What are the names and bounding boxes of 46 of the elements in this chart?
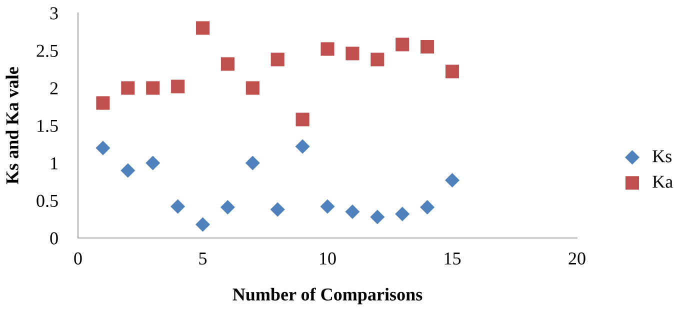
point (220, 57, 234, 71)
point (171, 80, 185, 94)
x-tick-label: 0 (74, 252, 82, 265)
point (346, 46, 360, 60)
point (345, 204, 360, 220)
point (396, 38, 410, 52)
point (370, 52, 384, 66)
point (420, 200, 435, 215)
point (420, 40, 434, 54)
x-tick-label: 20 (568, 252, 586, 265)
point (170, 199, 186, 214)
point (96, 140, 110, 156)
x-axis-title: Number of Comparisons (232, 288, 422, 304)
point (146, 156, 160, 170)
y-tick-label: 0.5 (36, 194, 58, 208)
point (146, 81, 160, 95)
y-tick-label: 2.5 (36, 44, 58, 58)
point (395, 206, 410, 222)
point (370, 210, 385, 224)
y-tick-label: 1.5 (38, 120, 58, 132)
point (196, 21, 210, 35)
legend-label: Ka (652, 176, 673, 188)
point (120, 163, 136, 178)
point (320, 199, 335, 214)
point (245, 156, 260, 170)
y-axis-title: Ks and Ka vale (6, 67, 18, 184)
point (270, 202, 285, 217)
y-tick-label: 3 (50, 7, 58, 20)
x-tick-label: 10 (320, 252, 336, 265)
point (121, 81, 135, 95)
point (220, 200, 235, 215)
point (246, 81, 260, 95)
point (295, 139, 310, 154)
point (444, 172, 460, 188)
y-tick-label: 0 (50, 232, 58, 244)
legend-label: Ks (652, 150, 672, 162)
point (96, 96, 110, 110)
point (320, 42, 334, 56)
y-tick-label: 1 (51, 157, 58, 170)
y-tick-label: 2 (50, 82, 58, 94)
point (445, 64, 460, 78)
x-tick-label: 5 (199, 252, 207, 265)
point (296, 112, 310, 126)
point (195, 217, 210, 232)
x-tick-label: 15 (444, 252, 461, 265)
point (270, 52, 284, 66)
